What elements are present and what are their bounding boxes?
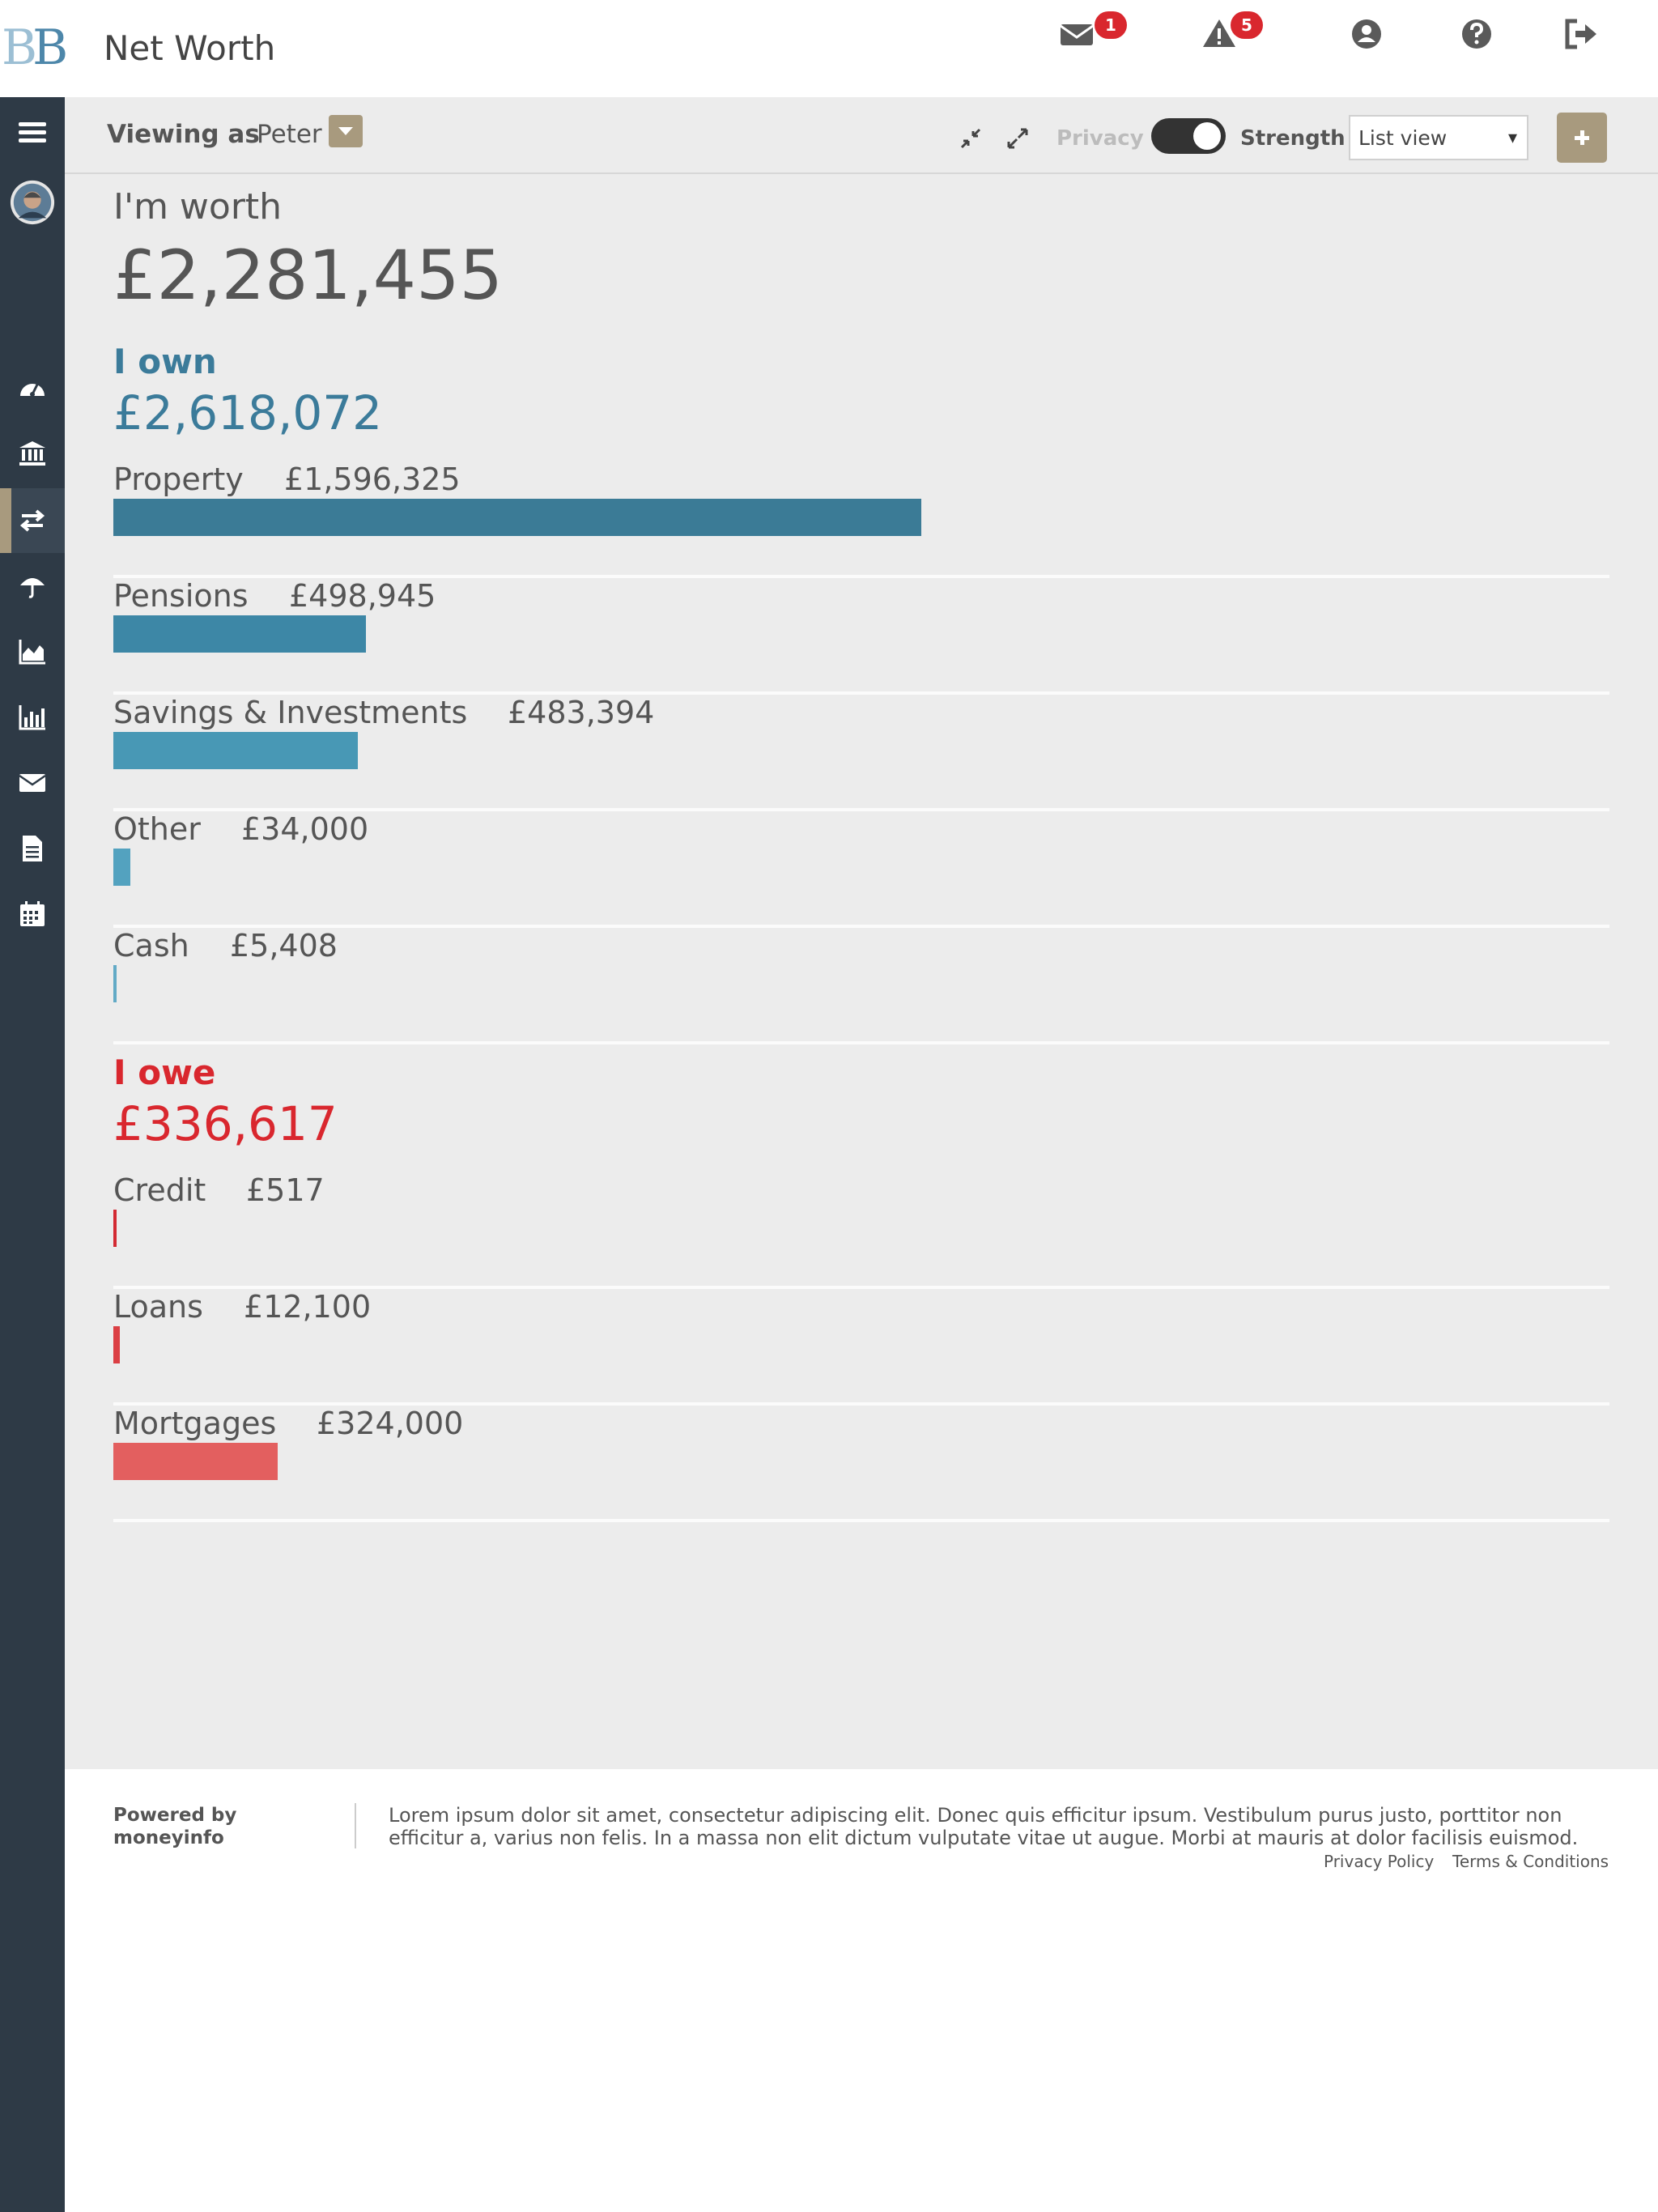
own-section-title: I own	[113, 342, 217, 381]
user-dropdown-button[interactable]	[329, 115, 363, 147]
terms-link[interactable]: Terms & Conditions	[1452, 1852, 1609, 1871]
category-value: £517	[246, 1172, 325, 1208]
envelope-icon[interactable]	[0, 751, 65, 815]
avatar[interactable]	[0, 170, 65, 235]
category-bar	[113, 1326, 120, 1363]
category-row-other[interactable]: Other £34,000	[113, 811, 1609, 928]
footer-disclaimer: Lorem ipsum dolor sit amet, consectetur …	[389, 1804, 1579, 1849]
main-content: Viewing as Peter Privacy Strength List v…	[65, 97, 1658, 1769]
worth-label: I'm worth	[113, 186, 283, 228]
category-value: £34,000	[241, 811, 369, 847]
category-bar	[113, 849, 130, 886]
help-icon[interactable]	[1457, 15, 1496, 53]
category-bar	[113, 732, 358, 769]
category-name: Loans	[113, 1289, 203, 1325]
toolbar: Viewing as Peter Privacy Strength List v…	[65, 97, 1658, 174]
owe-section-total: £336,617	[113, 1096, 338, 1151]
calendar-icon[interactable]	[0, 882, 65, 946]
bar-chart-icon[interactable]	[0, 685, 65, 750]
category-name: Credit	[113, 1172, 206, 1208]
footer-divider	[355, 1803, 356, 1848]
category-row-savings-investments[interactable]: Savings & Investments £483,394	[113, 695, 1609, 811]
category-name: Pensions	[113, 578, 249, 614]
category-value: £1,596,325	[284, 462, 461, 497]
page-title: Net Worth	[104, 28, 276, 68]
alerts-badge: 5	[1231, 11, 1263, 39]
dashboard-icon[interactable]	[0, 356, 65, 421]
category-name: Savings & Investments	[113, 695, 468, 730]
own-section-total: £2,618,072	[113, 385, 383, 440]
category-name: Property	[113, 462, 244, 497]
warning-icon[interactable]	[1200, 15, 1239, 53]
viewing-user-name[interactable]: Peter	[257, 120, 322, 149]
powered-by: Powered by moneyinfo	[113, 1805, 237, 1848]
worth-total: £2,281,455	[113, 236, 503, 315]
category-row-property[interactable]: Property £1,596,325	[113, 462, 1609, 578]
privacy-toggle[interactable]	[1151, 118, 1226, 154]
chevron-down-icon: ▾	[1507, 128, 1517, 148]
category-bar	[113, 615, 366, 653]
footer: Powered by moneyinfo Lorem ipsum dolor s…	[65, 1769, 1658, 2212]
privacy-policy-link[interactable]: Privacy Policy	[1324, 1852, 1435, 1871]
transfer-icon[interactable]	[0, 488, 65, 553]
envelope-icon[interactable]	[1057, 15, 1096, 53]
view-select-value: List view	[1358, 126, 1448, 150]
category-value: £324,000	[317, 1406, 464, 1441]
expand-icon[interactable]	[1005, 126, 1030, 151]
strength-label: Strength	[1240, 126, 1346, 151]
category-value: £12,100	[244, 1289, 372, 1325]
messages-badge: 1	[1095, 11, 1127, 39]
sign-out-icon[interactable]	[1561, 15, 1600, 53]
view-select[interactable]: List view ▾	[1349, 115, 1528, 160]
category-bar	[113, 1443, 278, 1480]
category-row-pensions[interactable]: Pensions £498,945	[113, 578, 1609, 695]
category-bar	[113, 965, 117, 1002]
document-icon[interactable]	[0, 816, 65, 881]
category-name: Cash	[113, 928, 189, 963]
collapse-icon[interactable]	[959, 126, 983, 151]
bank-icon[interactable]	[0, 421, 65, 486]
category-name: Other	[113, 811, 201, 847]
top-header: BB Net Worth 1 5	[0, 0, 1658, 97]
category-row-credit[interactable]: Credit £517	[113, 1172, 1609, 1289]
logo[interactable]: BB	[2, 19, 68, 76]
viewing-as-label: Viewing as	[107, 120, 260, 149]
category-value: £498,945	[289, 578, 436, 614]
category-bar	[113, 1210, 117, 1247]
category-bar	[113, 499, 921, 536]
add-button[interactable]	[1557, 113, 1607, 163]
menu-icon[interactable]	[0, 100, 65, 165]
category-value: £5,408	[230, 928, 338, 963]
area-chart-icon[interactable]	[0, 619, 65, 684]
category-row-loans[interactable]: Loans £12,100	[113, 1289, 1609, 1406]
privacy-label: Privacy	[1056, 126, 1144, 151]
sidebar	[0, 97, 65, 2212]
umbrella-icon[interactable]	[0, 554, 65, 619]
owe-section-title: I owe	[113, 1053, 216, 1092]
category-row-mortgages[interactable]: Mortgages £324,000	[113, 1406, 1609, 1522]
category-value: £483,394	[508, 695, 655, 730]
user-icon[interactable]	[1347, 15, 1386, 53]
category-row-cash[interactable]: Cash £5,408	[113, 928, 1609, 1044]
category-name: Mortgages	[113, 1406, 277, 1441]
